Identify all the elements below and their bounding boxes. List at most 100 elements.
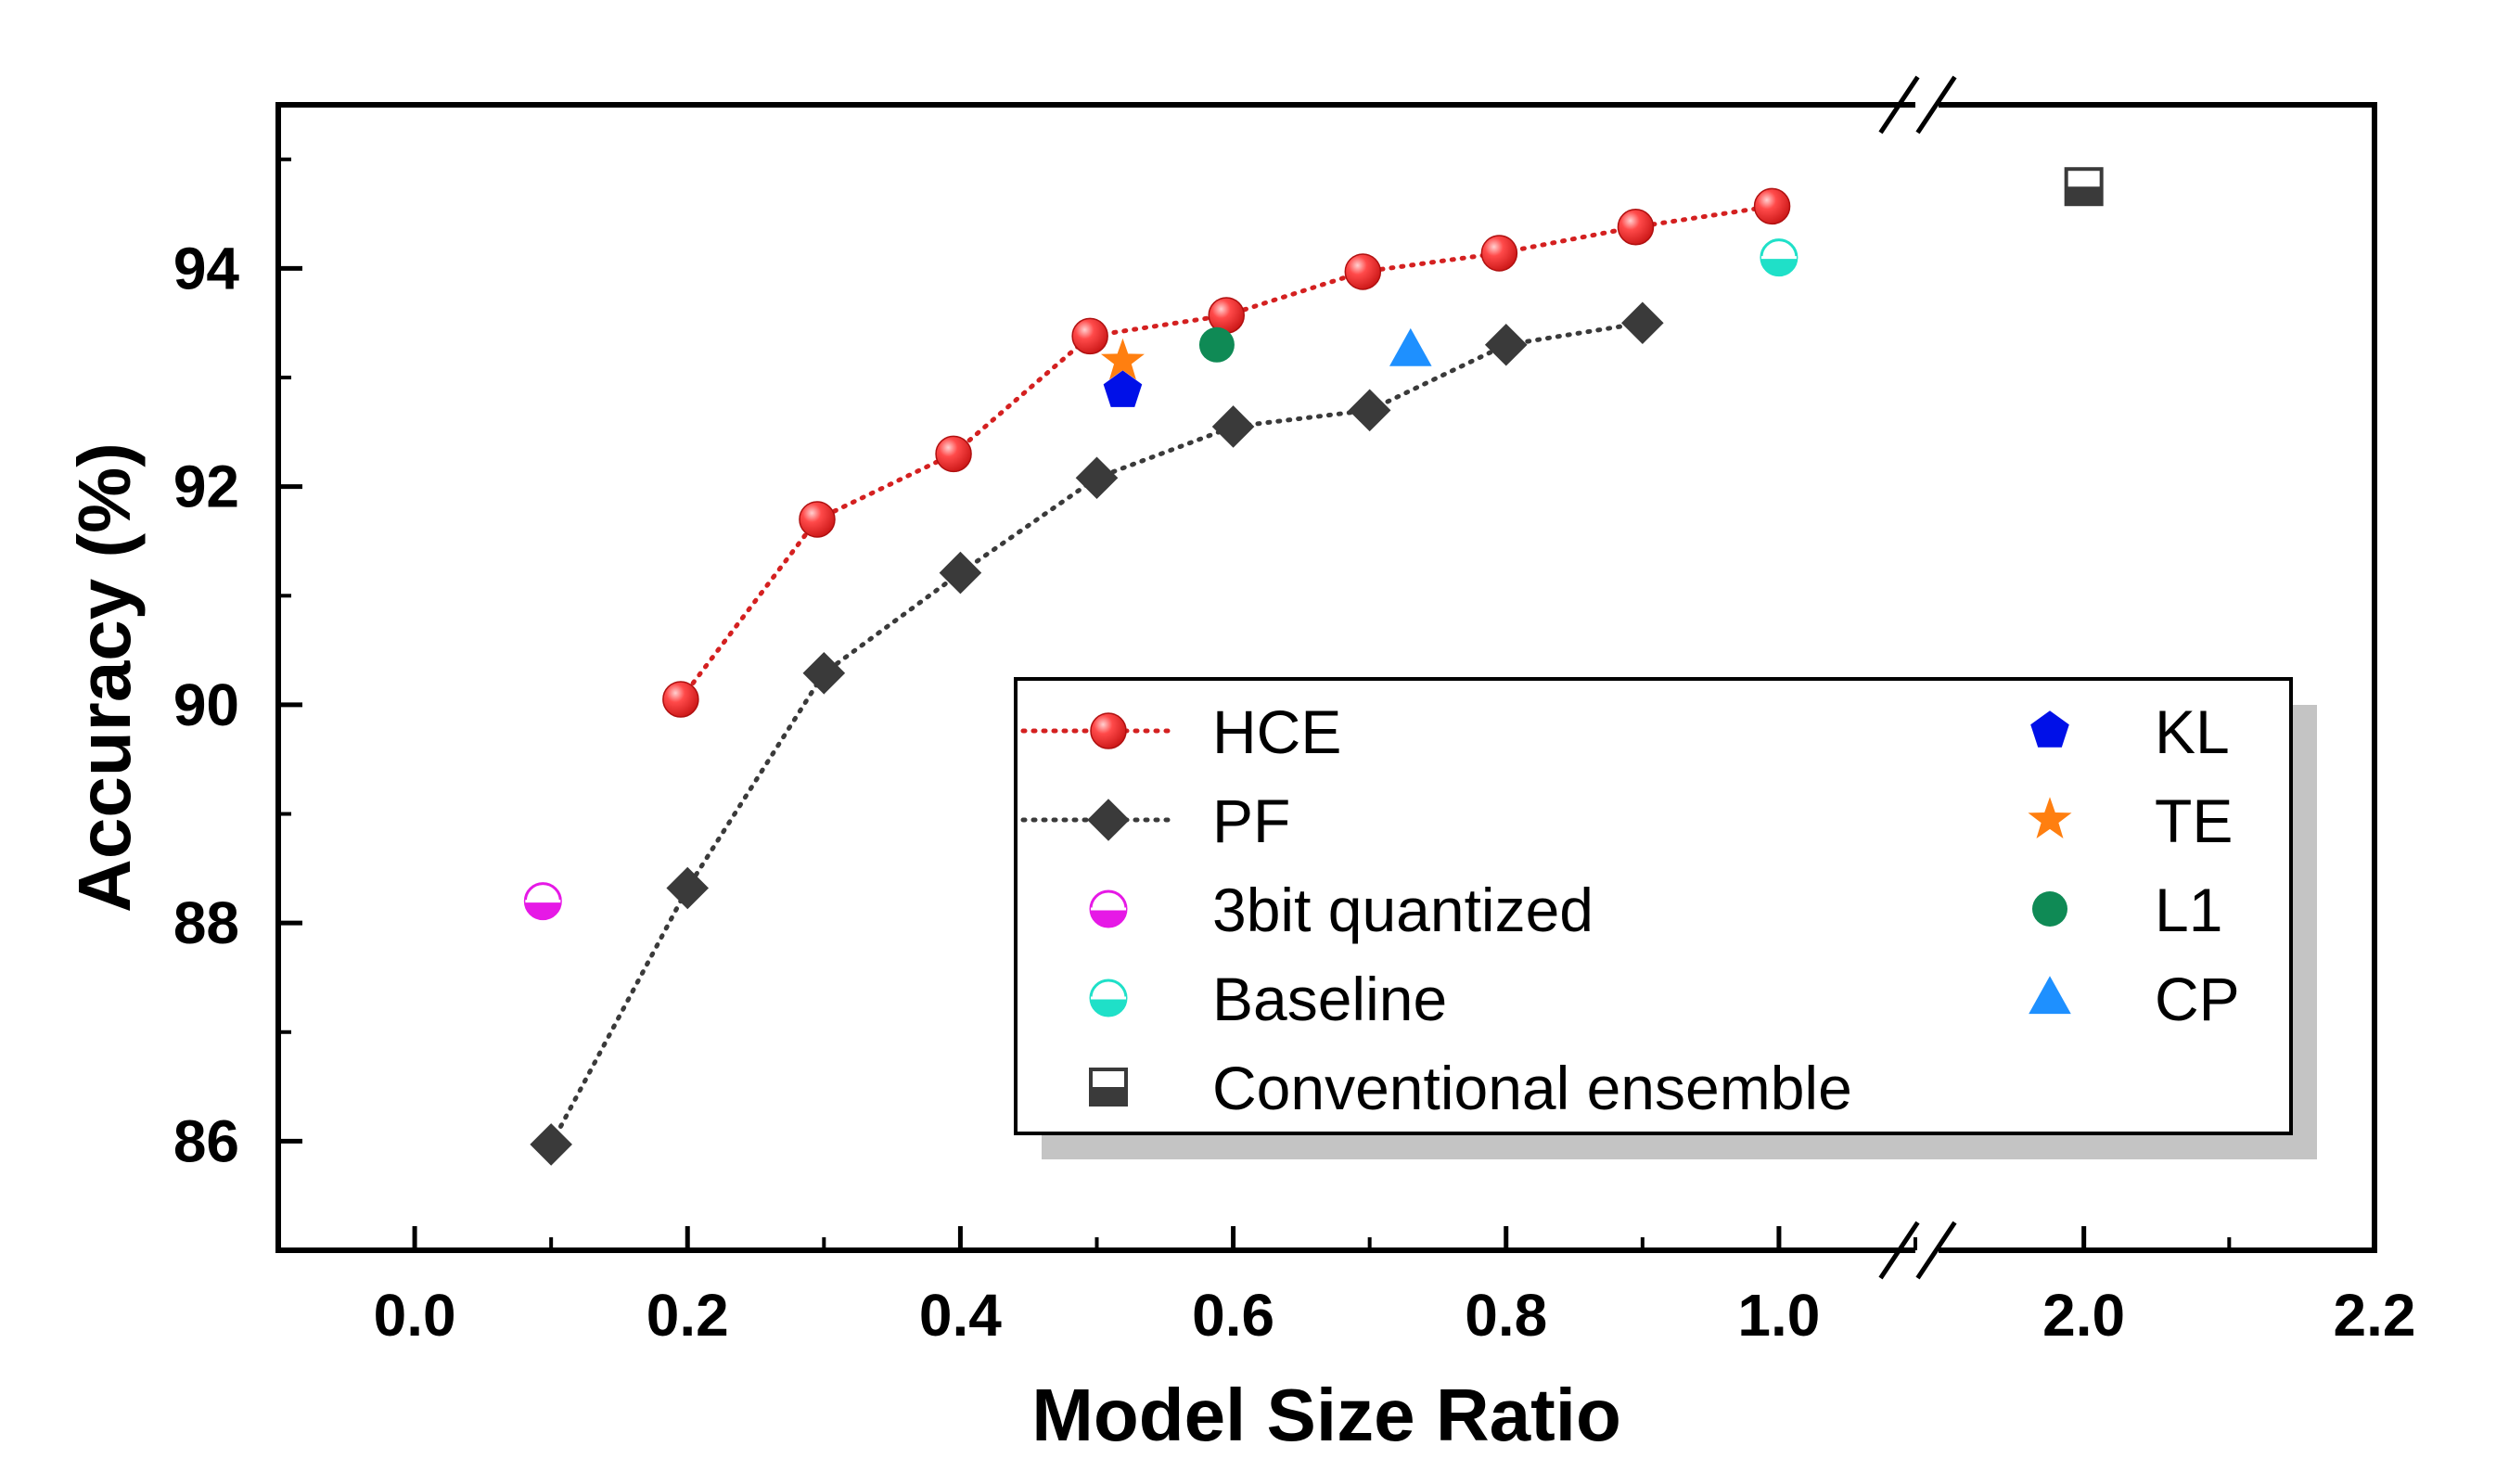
axis-break-mark-top <box>1878 75 1920 134</box>
y-tick-label: 90 <box>173 672 239 738</box>
marker-sphere <box>1090 712 1127 749</box>
marker-diamond <box>939 551 982 595</box>
legend-item-3bit-quantized: 3bit quantized <box>1089 876 1594 944</box>
marker-pentagon <box>2030 710 2069 748</box>
data-point-l1 <box>1198 326 1235 363</box>
data-point-3bit-quantized <box>523 882 562 921</box>
data-point-pf <box>802 651 846 695</box>
legend-label: PF <box>1212 787 1290 855</box>
axis-break-mark-bottom <box>1878 1221 1920 1280</box>
data-point-hce <box>1071 317 1108 355</box>
y-tick-label: 92 <box>173 454 239 520</box>
marker-circle <box>2032 891 2067 927</box>
data-point-kl <box>1103 370 1143 407</box>
series-l1 <box>1198 326 1235 363</box>
marker-sphere <box>662 681 699 718</box>
data-point-te <box>1100 338 1145 380</box>
legend-marker <box>2029 976 2071 1015</box>
series-kl <box>1103 370 1143 407</box>
legend-item-hce: HCE <box>1020 697 1341 766</box>
axes: 86 88 90 92 94 0.0 0.2 0.4 0.6 0.8 1.0 2.0 2.2 <box>173 75 2416 1349</box>
legend-marker <box>2032 891 2067 927</box>
marker-triangle <box>2029 976 2071 1015</box>
series-hce <box>662 187 1791 718</box>
marker-sphere <box>935 435 972 473</box>
legend-label: 3bit quantized <box>1212 876 1594 944</box>
legend-label: TE <box>2155 787 2233 855</box>
data-point-pf <box>1348 389 1391 432</box>
data-point-hce <box>1617 208 1655 246</box>
x-tick-label: 2.2 <box>2334 1282 2416 1349</box>
legend-item-conventional-ensemble: Conventional ensemble <box>1089 1054 1852 1122</box>
data-point-pf <box>1211 405 1255 448</box>
y-tick-label: 86 <box>173 1107 239 1174</box>
x-axis-title: Model Size Ratio <box>1031 1374 1621 1456</box>
legend-item-l1: L1 <box>2032 876 2222 944</box>
series-baseline <box>1760 238 1798 277</box>
y-axis-title: Accuracy (%) <box>63 442 146 913</box>
marker-diamond <box>530 1123 572 1166</box>
data-point-pf <box>1075 456 1119 500</box>
legend-marker <box>2030 710 2069 748</box>
marker-half-fill <box>525 901 561 919</box>
legend-marker <box>1089 1068 1128 1107</box>
legend-item-baseline: Baseline <box>1089 965 1447 1033</box>
marker-sphere <box>1344 253 1382 290</box>
legend-label: Conventional ensemble <box>1212 1054 1852 1122</box>
marker-square-fill <box>2066 186 2102 205</box>
marker-sphere <box>1480 235 1518 272</box>
series-3bit-quantized <box>523 882 562 921</box>
legend-marker <box>1090 712 1127 749</box>
legend-box <box>1014 677 2293 1135</box>
series-te <box>1100 338 1145 380</box>
marker-diamond <box>1348 389 1391 432</box>
legend-label: Baseline <box>1212 965 1447 1033</box>
data-point-hce <box>935 435 972 473</box>
data-point-hce <box>1753 187 1791 225</box>
marker-diamond <box>1075 456 1119 500</box>
marker-star <box>2028 797 2072 838</box>
marker-diamond <box>666 866 710 910</box>
data-point-pf <box>1621 301 1664 345</box>
marker-circle <box>1198 326 1235 363</box>
plot-area <box>523 167 2104 1166</box>
data-point-pf <box>530 1123 572 1166</box>
data-point-pf <box>1484 323 1528 366</box>
legend-marker <box>1089 889 1128 928</box>
x-tick-label: 0.8 <box>1465 1282 1547 1349</box>
marker-sphere <box>1617 208 1655 246</box>
series-conventional-ensemble <box>2064 167 2104 207</box>
y-tick-label: 94 <box>173 235 240 301</box>
legend-item-te: TE <box>2028 787 2233 855</box>
marker-half-fill <box>1091 998 1126 1016</box>
legend-item-pf: PF <box>1020 787 1290 855</box>
x-tick-label: 0.2 <box>646 1282 729 1349</box>
legend-label: CP <box>2155 965 2240 1033</box>
x-tick-label: 2.0 <box>2042 1282 2125 1349</box>
data-point-hce <box>662 681 699 718</box>
data-point-pf <box>939 551 982 595</box>
y-tick-label: 88 <box>173 889 239 956</box>
legend-label: HCE <box>1212 697 1341 766</box>
data-point-hce <box>799 501 836 538</box>
legend-label: L1 <box>2155 876 2222 944</box>
legend-item-kl: KL <box>2030 697 2230 766</box>
x-tick-label: 0.6 <box>1192 1282 1274 1349</box>
data-point-baseline <box>1760 238 1798 277</box>
series-cp <box>1389 327 1432 366</box>
marker-half-fill <box>1760 257 1797 275</box>
legend-marker <box>2028 797 2072 838</box>
marker-sphere <box>1753 187 1791 225</box>
legend-marker <box>1089 979 1128 1017</box>
marker-sphere <box>1071 317 1108 355</box>
series-line-hce <box>678 203 1775 702</box>
x-tick-label: 0.4 <box>919 1282 1002 1349</box>
legend: HCE PF 3bit quantized Baseline Conventional … <box>1014 677 2317 1159</box>
marker-diamond <box>802 651 846 695</box>
data-point-hce <box>1344 253 1382 290</box>
marker-diamond <box>1621 301 1664 345</box>
marker-triangle <box>1389 327 1432 366</box>
x-tick-label: 1.0 <box>1737 1282 1820 1349</box>
marker-diamond <box>1211 405 1255 448</box>
